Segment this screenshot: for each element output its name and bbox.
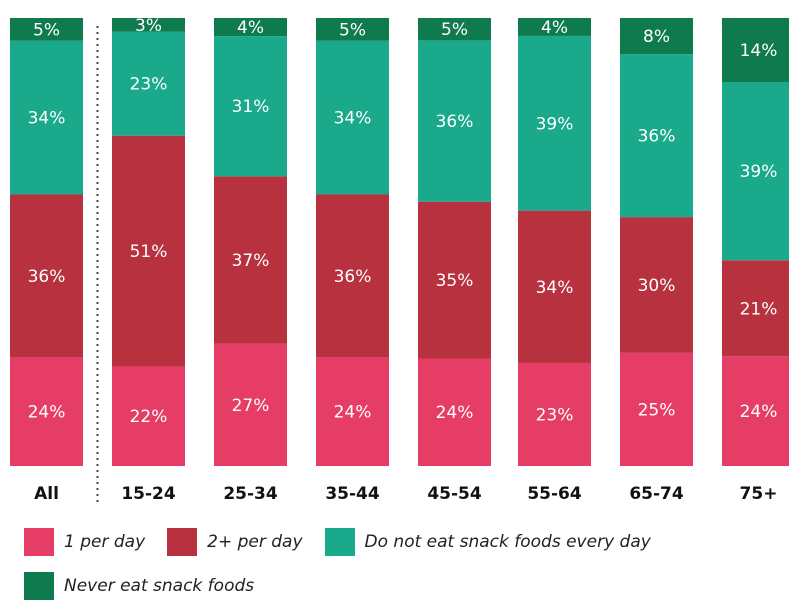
- bar-segment-All-series-3: [10, 40, 83, 195]
- bar-segment-65-74-series-3: [620, 54, 693, 218]
- bar-segment-All-series-1: [10, 357, 83, 466]
- value-label-45-54-series-2: 35%: [436, 271, 474, 291]
- category-label-55-64: 55-64: [527, 484, 582, 504]
- value-label-15-24-series-1: 22%: [130, 407, 168, 427]
- bar-segment-75+-series-1: [722, 356, 789, 466]
- category-label-75+: 75+: [740, 484, 778, 504]
- value-label-15-24-series-2: 51%: [130, 242, 168, 262]
- value-label-55-64-series-1: 23%: [536, 405, 574, 425]
- bar-segment-35-44-series-4: [316, 18, 389, 41]
- value-label-65-74-series-1: 25%: [638, 400, 676, 420]
- category-label-25-34: 25-34: [223, 484, 278, 504]
- legend-label: Do not eat snack foods every day: [364, 532, 651, 552]
- value-label-25-34-series-1: 27%: [232, 396, 270, 416]
- bar-segment-75+-series-4: [722, 18, 789, 82]
- value-label-55-64-series-3: 39%: [536, 114, 574, 134]
- value-label-All-series-3: 34%: [28, 109, 66, 129]
- value-label-75+-series-4: 14%: [740, 41, 778, 61]
- legend-item-2: 2+ per day: [167, 528, 303, 556]
- value-labels-layer: 24% 36% 34% 5% 22% 51% 23% 3% 27% 37% 31% 4% 24% 36% 3…: [28, 16, 778, 427]
- bar-segment-25-34-series-3: [214, 36, 287, 177]
- bar-segment-35-44-series-2: [316, 194, 389, 358]
- value-label-65-74-series-3: 36%: [638, 127, 676, 147]
- bar-segment-75+-series-3: [722, 82, 789, 261]
- value-label-55-64-series-4: 4%: [541, 18, 568, 38]
- value-label-55-64-series-2: 34%: [536, 278, 574, 298]
- bar-segment-75+-series-2: [722, 260, 789, 357]
- bar-segment-35-44-series-3: [316, 40, 389, 195]
- bar-segment-25-34-series-1: [214, 343, 287, 466]
- legend-item-1: 1 per day: [24, 528, 145, 556]
- bar-segment-All-series-4: [10, 18, 83, 41]
- legend-label: 1 per day: [64, 532, 146, 552]
- value-label-75+-series-2: 21%: [740, 299, 778, 319]
- value-label-65-74-series-2: 30%: [638, 276, 676, 296]
- value-label-25-34-series-2: 37%: [232, 251, 270, 271]
- bar-segment-65-74-series-1: [620, 352, 693, 466]
- category-label-65-74: 65-74: [629, 484, 684, 504]
- value-label-65-74-series-4: 8%: [643, 27, 670, 47]
- legend-item-3: Do not eat snack foods every day: [324, 528, 651, 556]
- bar-segment-65-74-series-2: [620, 217, 693, 353]
- bar-segment-55-64-series-2: [518, 210, 591, 363]
- bar-segment-15-24-series-2: [112, 135, 185, 367]
- bar-segment-35-44-series-1: [316, 357, 389, 466]
- bar-segment-55-64-series-3: [518, 35, 591, 211]
- value-label-15-24-series-3: 23%: [130, 75, 168, 95]
- bar-segment-45-54-series-2: [418, 201, 491, 359]
- value-label-45-54-series-3: 36%: [436, 112, 474, 132]
- legend-swatch: [24, 528, 54, 556]
- bar-segment-15-24-series-1: [112, 366, 185, 466]
- category-label-45-54: 45-54: [427, 484, 482, 504]
- category-label-All: All: [34, 484, 59, 504]
- value-label-35-44-series-1: 24%: [334, 403, 372, 423]
- bar-segment-25-34-series-2: [214, 176, 287, 344]
- value-label-35-44-series-3: 34%: [334, 109, 372, 129]
- bar-segment-15-24-series-4: [112, 18, 185, 32]
- bar-segment-55-64-series-1: [518, 362, 591, 466]
- value-label-35-44-series-2: 36%: [334, 267, 372, 287]
- bar-segment-25-34-series-4: [214, 18, 287, 37]
- bar-segment-65-74-series-4: [620, 18, 693, 55]
- bar-segment-45-54-series-3: [418, 40, 491, 202]
- value-label-25-34-series-3: 31%: [232, 97, 270, 117]
- legend-swatch: [24, 572, 54, 600]
- legend-label: Never eat snack foods: [64, 576, 255, 596]
- value-label-75+-series-1: 24%: [740, 402, 778, 422]
- value-label-45-54-series-4: 5%: [441, 20, 468, 40]
- category-label-35-44: 35-44: [325, 484, 380, 504]
- bar-segment-55-64-series-4: [518, 18, 591, 36]
- bar-segment-All-series-2: [10, 194, 83, 358]
- legend-swatch: [324, 528, 355, 556]
- legend-item-4: Never eat snack foods: [24, 572, 254, 600]
- legend: 1 per day 2+ per day Do not eat snack food…: [24, 528, 784, 600]
- bar-segment-45-54-series-1: [418, 358, 491, 466]
- value-label-All-series-1: 24%: [28, 403, 66, 423]
- value-label-All-series-2: 36%: [28, 267, 66, 287]
- value-label-All-series-4: 5%: [33, 20, 60, 40]
- value-label-35-44-series-4: 5%: [339, 20, 366, 40]
- value-label-45-54-series-1: 24%: [436, 403, 474, 423]
- category-label-15-24: 15-24: [121, 484, 176, 504]
- bar-segment-45-54-series-4: [418, 18, 491, 41]
- bars-layer: [10, 18, 789, 466]
- legend-label: 2+ per day: [207, 532, 303, 552]
- legend-swatch: [167, 528, 198, 556]
- stacked-bar-chart: 24% 36% 34% 5% 22% 51% 23% 3% 27% 37% 31% 4% 24% 36% 3…: [10, 16, 789, 505]
- value-label-75+-series-3: 39%: [740, 162, 778, 182]
- bar-segment-15-24-series-3: [112, 31, 185, 136]
- category-labels-layer: All 15-24 25-34 35-44 45-54 55-64 65-74 75+: [34, 484, 777, 504]
- value-label-25-34-series-4: 4%: [237, 18, 264, 38]
- value-label-15-24-series-4: 3%: [135, 16, 162, 36]
